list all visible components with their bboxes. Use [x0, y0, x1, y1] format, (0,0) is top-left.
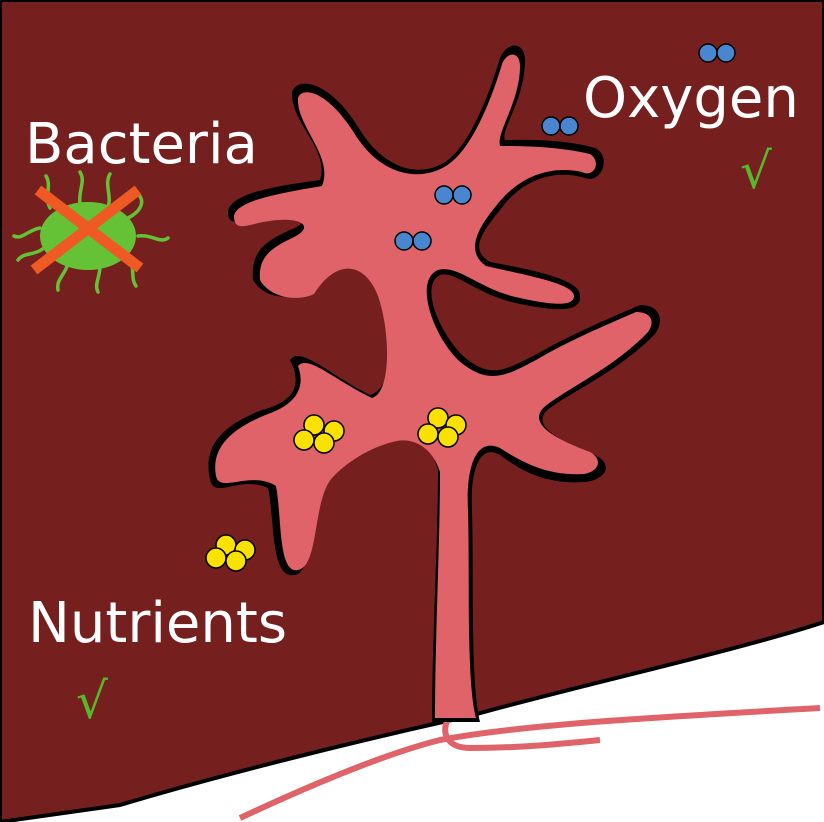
blood-vessel [238, 705, 821, 821]
nutrients-check-mark-icon: √ [76, 672, 108, 730]
nutrient-cluster-icon [205, 534, 256, 572]
cross-out-icon [30, 185, 144, 275]
blood-vessel-branch [442, 714, 601, 752]
nutrients-label: Nutrients [28, 591, 287, 656]
oxygen-molecule-icon [434, 185, 472, 205]
oxygen-molecule-icon [394, 231, 432, 251]
oxygen-molecule-icon [541, 116, 579, 136]
villus [208, 45, 661, 722]
oxygen-label: Oxygen [583, 66, 799, 131]
oxygen-molecule-icon [698, 43, 736, 63]
villus-body [215, 54, 652, 719]
nutrient-cluster-icon [417, 407, 467, 448]
bacteria-label: Bacteria [25, 112, 258, 177]
nutrient-cluster-icon [293, 414, 345, 454]
oxygen-check-mark-icon: √ [740, 142, 772, 200]
